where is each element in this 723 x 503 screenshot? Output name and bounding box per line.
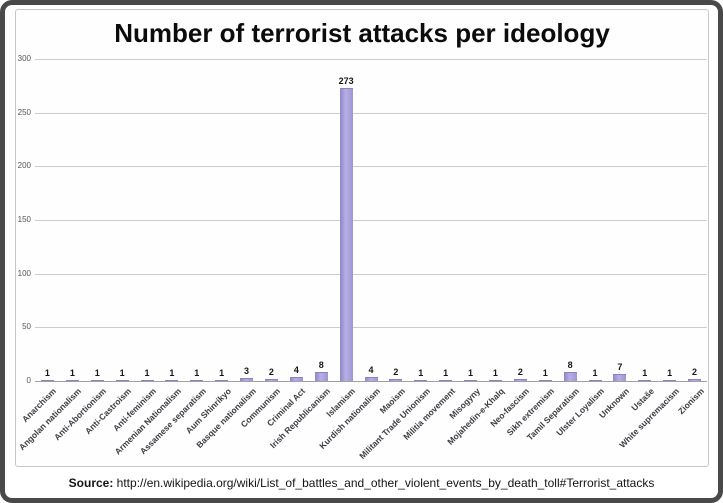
bar <box>389 378 403 381</box>
bar-value-label: 1 <box>219 367 225 378</box>
bar-value-label: 1 <box>468 367 474 378</box>
bar <box>339 87 353 381</box>
bar <box>264 378 278 381</box>
bar-value-label: 3 <box>244 365 250 376</box>
gridline <box>35 327 707 329</box>
x-tick-label: Zionism <box>675 386 706 417</box>
bar <box>563 372 577 381</box>
bar <box>289 376 303 381</box>
bar <box>165 379 179 381</box>
y-tick-label: 300 <box>17 54 31 63</box>
bar <box>488 379 502 381</box>
plot-area: 0 50 100 150 200 250 300 1 Anarchism 1 Angolan nat… <box>17 54 707 461</box>
bar <box>90 379 104 381</box>
bar <box>65 379 79 381</box>
y-tick-label: 200 <box>17 161 31 171</box>
bar-value-label: 1 <box>542 367 548 378</box>
bar <box>240 377 254 381</box>
bar-value-label: 1 <box>443 367 449 378</box>
y-tick-label: 100 <box>17 268 31 278</box>
chart-area: Number of terrorist attacks per ideology… <box>15 9 709 467</box>
y-tick-label: 50 <box>22 322 31 332</box>
y-tick-label: 0 <box>26 376 31 385</box>
bar <box>613 373 627 381</box>
bar <box>513 378 527 381</box>
bar-value-label: 1 <box>492 367 498 378</box>
y-tick-label: 250 <box>17 107 31 117</box>
bar-value-label: 1 <box>592 367 598 378</box>
bar <box>464 379 478 381</box>
bar <box>588 379 602 381</box>
bar <box>215 379 229 381</box>
bar-value-label: 1 <box>94 367 100 378</box>
bar <box>190 379 204 381</box>
bar <box>364 376 378 381</box>
x-axis-line <box>35 381 707 382</box>
bar <box>314 372 328 381</box>
gridline <box>35 166 707 168</box>
bar <box>414 379 428 381</box>
bar-value-label: 2 <box>393 366 399 377</box>
gridline <box>35 220 707 221</box>
bar-value-label: 8 <box>567 360 573 371</box>
y-tick-label: 150 <box>17 215 31 224</box>
bar-value-label: 1 <box>44 367 50 378</box>
gridline <box>35 112 707 114</box>
bar-value-label: 273 <box>338 75 354 86</box>
bar-value-label: 1 <box>418 367 424 378</box>
bar <box>115 379 129 381</box>
bar-value-label: 4 <box>293 364 299 375</box>
chart-title: Number of terrorist attacks per ideology <box>114 18 610 48</box>
bar-value-label: 1 <box>642 367 648 378</box>
bar-value-label: 1 <box>194 367 200 378</box>
bar <box>538 379 552 381</box>
bar-value-label: 2 <box>268 366 274 377</box>
gridline <box>35 273 707 275</box>
gridline <box>35 59 707 60</box>
bar-value-label: 1 <box>169 367 175 378</box>
bar-value-label: 8 <box>318 360 324 371</box>
bar-value-label: 7 <box>617 361 623 372</box>
bar-value-label: 4 <box>368 364 374 375</box>
bar <box>439 379 453 381</box>
bar-value-label: 2 <box>517 366 523 377</box>
bar <box>663 379 677 381</box>
bar-value-label: 2 <box>692 366 698 377</box>
bar <box>688 378 702 381</box>
source-url: http://en.wikipedia.org/wiki/List_of_bat… <box>113 476 655 490</box>
bar-value-label: 1 <box>667 367 673 378</box>
bar-value-label: 1 <box>69 367 75 378</box>
bar <box>638 379 652 381</box>
source-label: Source: <box>68 476 114 490</box>
bar-value-label: 1 <box>144 367 150 378</box>
bar <box>140 379 154 381</box>
bar <box>40 379 54 381</box>
bar-value-label: 1 <box>119 367 125 378</box>
source-line: Source: http://en.wikipedia.org/wiki/Lis… <box>5 476 718 490</box>
